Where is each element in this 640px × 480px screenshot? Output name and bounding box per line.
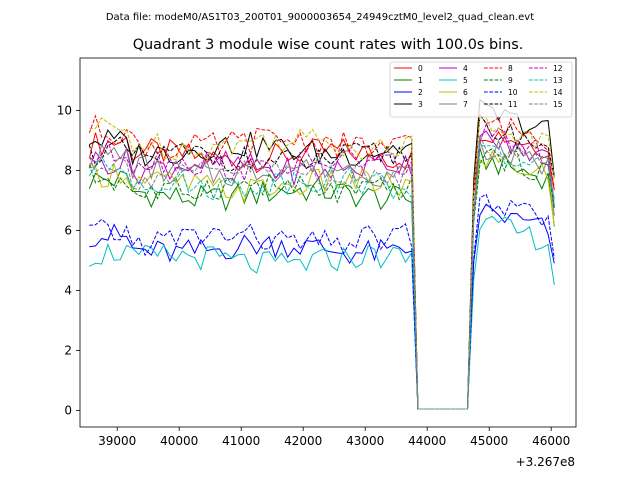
legend-label-3: 3 [418,100,423,109]
series-line-6 [89,150,555,410]
chart-title: Quadrant 3 module wise count rates with … [133,37,524,53]
legend-label-10: 10 [508,88,518,97]
legend-label-1: 1 [418,76,423,85]
x-offset-label: +3.267e8 [516,455,575,469]
series-line-3 [89,98,555,410]
series-line-14 [89,114,555,410]
legend-label-2: 2 [418,88,423,97]
x-axis: 39000 40000 41000 42000 43000 44000 45000 46000 [98,427,570,448]
legend-label-14: 14 [553,88,563,97]
x-tick-label: 43000 [346,434,384,448]
x-tick-label: 40000 [160,434,198,448]
y-tick-label: 8 [64,164,72,178]
legend-box [389,61,573,118]
y-tick-label: 4 [64,284,72,298]
legend-label-0: 0 [418,64,423,73]
series-line-5 [89,215,555,410]
y-axis: 0 2 4 6 8 10 [57,104,80,418]
plot-lines [88,98,555,410]
x-tick-label: 41000 [222,434,260,448]
y-tick-label: 0 [64,404,72,418]
x-tick-label: 46000 [532,434,570,448]
x-tick-label: 45000 [470,434,508,448]
legend-label-6: 6 [463,88,468,97]
y-tick-label: 2 [64,344,72,358]
legend-label-12: 12 [553,64,563,73]
legend-label-5: 5 [463,76,468,85]
legend-label-9: 9 [508,76,513,85]
legend-label-15: 15 [553,100,563,109]
x-tick-label: 39000 [98,434,136,448]
series-line-10 [89,193,555,410]
x-tick-label: 44000 [408,434,446,448]
y-tick-label: 6 [64,224,72,238]
y-tick-label: 10 [57,104,72,118]
legend-label-8: 8 [508,64,513,73]
axes-frame [79,57,577,428]
series-line-15 [88,135,555,410]
series-line-9 [88,148,555,410]
legend-label-13: 13 [553,76,563,85]
legend-label-11: 11 [508,100,518,109]
series-line-2 [89,203,555,410]
chart-suptitle: Data file: modeM0/AS1T03_200T01_90000036… [106,12,534,23]
series-line-13 [88,144,555,410]
legend-label-4: 4 [463,64,468,73]
legend-label-7: 7 [463,100,468,109]
x-tick-label: 42000 [284,434,322,448]
